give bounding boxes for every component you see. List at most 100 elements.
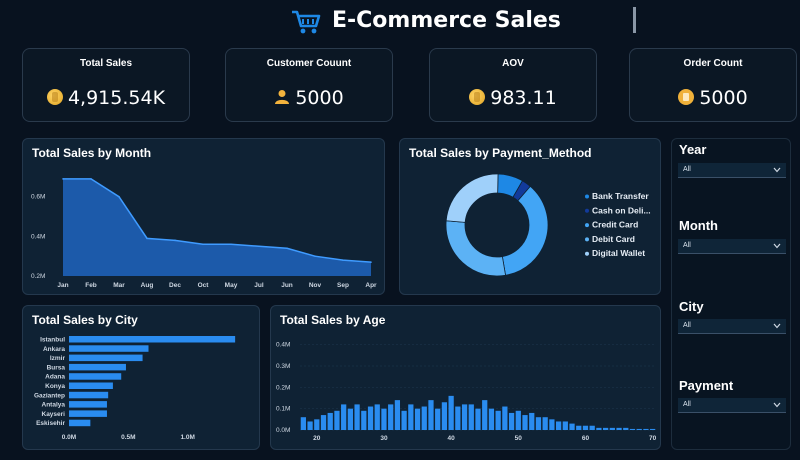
slicer-title-payment: Payment [679, 378, 734, 393]
data-point [202, 243, 204, 246]
x-tick-label: Aug [141, 282, 154, 289]
legend-label: Digital Wallet [592, 248, 645, 258]
age-bar [314, 419, 320, 430]
y-tick-label: Gaziantep [34, 392, 65, 399]
data-point [174, 239, 176, 242]
kpi-card-aov: AOV 983.11 [429, 48, 597, 122]
x-tick-label: 40 [448, 435, 456, 442]
chart-title: Total Sales by Payment_Method [409, 146, 592, 160]
chart-title: Total Sales by Age [280, 313, 386, 327]
y-tick-label: 0.2M [31, 273, 45, 280]
slicer-title-year: Year [679, 142, 707, 157]
age-bar [381, 408, 387, 430]
donut-slice [445, 173, 499, 223]
y-tick-label: 0.1M [276, 406, 290, 413]
slicer-month-dropdown[interactable]: All [678, 239, 786, 254]
legend-label: Bank Transfer [592, 191, 649, 201]
chart-sales-by-payment[interactable]: Total Sales by Payment_Method Bank Trans… [399, 138, 661, 295]
chevron-down-icon [773, 323, 781, 329]
age-bar [562, 421, 568, 430]
city-bar [69, 336, 236, 343]
age-bar [367, 406, 374, 430]
age-bar [394, 400, 401, 430]
age-bar [603, 427, 609, 430]
month-area-chart: 0.6M 0.4M 0.2M Jan Feb Mar Aug Dec Oct May Jul Jun N… [31, 178, 377, 289]
dashboard-header: E-Commerce Sales [0, 0, 800, 44]
chart-sales-by-month[interactable]: Total Sales by Month 0.6M 0.4M 0.2M Jan Feb M… [22, 138, 385, 295]
chart-sales-by-city[interactable]: Total Sales by City Istanbul Ankara Izmir B… [22, 305, 260, 450]
legend-marker [585, 208, 589, 213]
chart-sales-by-age[interactable]: Total Sales by Age 0.4M 0.3M 0.2M 0.1M 0.0M 2… [270, 305, 661, 450]
chevron-down-icon [773, 167, 781, 173]
kpi-label: AOV [502, 58, 524, 69]
data-point [370, 261, 372, 263]
slicer-title-city: City [679, 299, 704, 314]
city-bar [69, 419, 91, 427]
age-bar [555, 421, 562, 430]
x-tick-label: 70 [649, 435, 657, 442]
x-tick-label: Mar [113, 282, 125, 289]
age-bar [441, 402, 448, 430]
data-point [230, 243, 232, 246]
slicer-year-dropdown[interactable]: All [678, 163, 786, 178]
city-bar [69, 363, 126, 371]
city-bar-chart: Istanbul Ankara Izmir Bursa Adana Konya Gazian… [34, 336, 236, 441]
age-bar [421, 406, 427, 430]
x-tick-label: Jan [57, 282, 68, 289]
donut-slice [445, 220, 507, 277]
y-tick-label: 0.4M [276, 342, 290, 349]
x-tick-label: Apr [365, 282, 377, 289]
y-tick-label: Kayseri [42, 411, 66, 418]
age-bar [408, 404, 414, 430]
age-bar [428, 400, 434, 430]
x-tick-label: Dec [169, 282, 181, 289]
age-bar [508, 412, 515, 430]
y-tick-label: 0.3M [276, 363, 290, 370]
series-line [63, 178, 372, 263]
age-bar [374, 404, 380, 430]
slicer-value: All [683, 322, 691, 329]
x-tick-label: 0.5M [121, 434, 135, 441]
payment-donut-chart: Bank Transfer Cash on Deli... Credit Card D… [445, 173, 651, 277]
legend-marker [585, 251, 589, 256]
slicer-payment-dropdown[interactable]: All [678, 398, 786, 413]
x-tick-label: 30 [380, 435, 388, 442]
coin-icon [469, 88, 486, 105]
age-bar [488, 408, 495, 430]
y-tick-label: Izmir [50, 355, 66, 362]
legend-marker [585, 194, 589, 199]
city-bar [69, 354, 143, 362]
data-point [90, 178, 92, 180]
city-bar [69, 401, 107, 408]
donut-slice [501, 185, 549, 276]
x-tick-label: 50 [515, 435, 523, 442]
slicer-city-dropdown[interactable]: All [678, 319, 786, 334]
age-bar [347, 408, 353, 430]
shopping-cart-icon [292, 10, 321, 34]
age-bar [623, 427, 629, 430]
kpi-value: 4,915.54K [67, 87, 166, 109]
header-divider [633, 7, 636, 33]
age-bar [495, 410, 501, 430]
age-bar [300, 417, 306, 430]
slicer-value: All [683, 242, 691, 249]
coin-icon [46, 88, 63, 105]
age-bar [629, 428, 636, 430]
kpi-value-row: 4,915.54K [23, 87, 189, 109]
age-bar [455, 406, 461, 430]
age-bar [576, 425, 582, 430]
age-bar [636, 428, 642, 430]
age-bar [361, 410, 367, 430]
slicer-value: All [683, 401, 691, 408]
age-bar [334, 410, 340, 430]
age-bar [589, 425, 595, 430]
kpi-value-row: 983.11 [430, 87, 596, 109]
age-bar [542, 417, 548, 430]
age-bar [609, 427, 615, 430]
y-tick-label: Istanbul [40, 337, 65, 344]
age-bar [327, 412, 333, 430]
page-title: E-Commerce Sales [332, 8, 561, 33]
chevron-down-icon [773, 402, 781, 408]
legend-marker [585, 223, 589, 228]
area-fill [63, 178, 371, 276]
